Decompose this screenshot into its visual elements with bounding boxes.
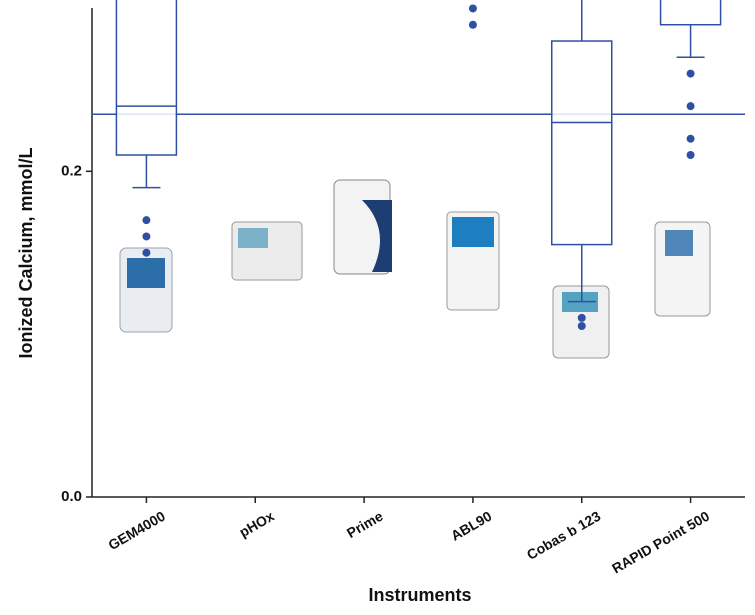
x-tick-label: GEM4000: [105, 508, 168, 553]
y-axis-title: Ionized Calcium, mmol/L: [16, 147, 36, 358]
outlier: [686, 151, 695, 160]
y-tick-label: 0.2: [61, 162, 82, 179]
x-tick-label: Prime: [344, 508, 386, 541]
instrument-images: [119, 179, 711, 359]
box: [115, 0, 178, 156]
y-tick-label: 0.0: [61, 488, 82, 505]
outlier: [577, 313, 586, 322]
outlier: [142, 216, 151, 225]
outlier: [142, 232, 151, 241]
x-tick-label: RAPID Point 500: [609, 508, 712, 577]
outlier: [142, 248, 151, 257]
x-tick-label: Cobas b 123: [524, 508, 604, 563]
outlier: [468, 4, 477, 13]
x-tick-label: pHOx: [236, 508, 277, 541]
outlier: [468, 20, 477, 29]
outlier: [686, 102, 695, 111]
outlier: [686, 69, 695, 78]
x-axis-title: Instruments: [368, 585, 471, 605]
box: [659, 0, 722, 26]
box: [551, 40, 613, 246]
outlier: [577, 322, 586, 331]
outlier: [686, 134, 695, 143]
x-tick-label: ABL90: [448, 508, 495, 544]
